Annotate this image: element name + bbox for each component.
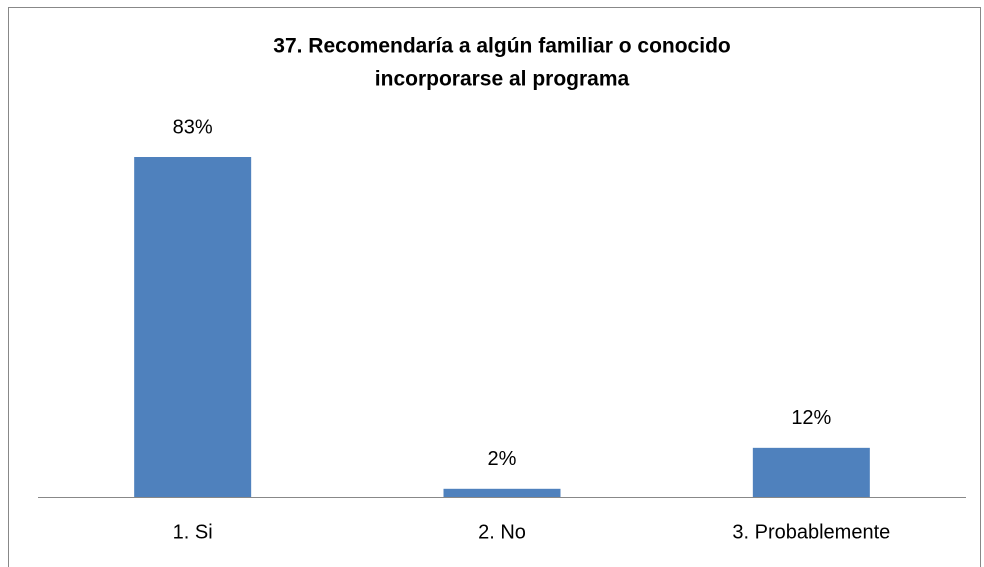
data-label: 12% <box>791 407 831 429</box>
bar <box>134 157 252 497</box>
data-label: 83% <box>173 116 213 138</box>
bar <box>752 447 870 497</box>
x-tick-label: 1. Si <box>173 521 213 543</box>
x-tick-label: 2. No <box>478 521 526 543</box>
chart-title: incorporarse al programa <box>375 68 630 91</box>
data-label: 2% <box>488 448 517 470</box>
x-tick-label: 3. Probablemente <box>732 521 890 543</box>
chart-title: 37. Recomendaría a algún familiar o cono… <box>273 35 730 58</box>
bar <box>443 488 561 497</box>
